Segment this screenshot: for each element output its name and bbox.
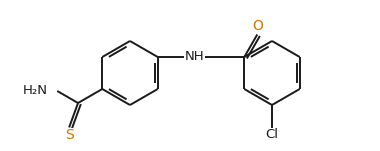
Text: O: O	[252, 19, 263, 34]
Text: H₂N: H₂N	[22, 85, 47, 98]
Text: S: S	[65, 129, 73, 142]
Text: Cl: Cl	[266, 129, 279, 141]
Text: NH: NH	[184, 50, 204, 64]
